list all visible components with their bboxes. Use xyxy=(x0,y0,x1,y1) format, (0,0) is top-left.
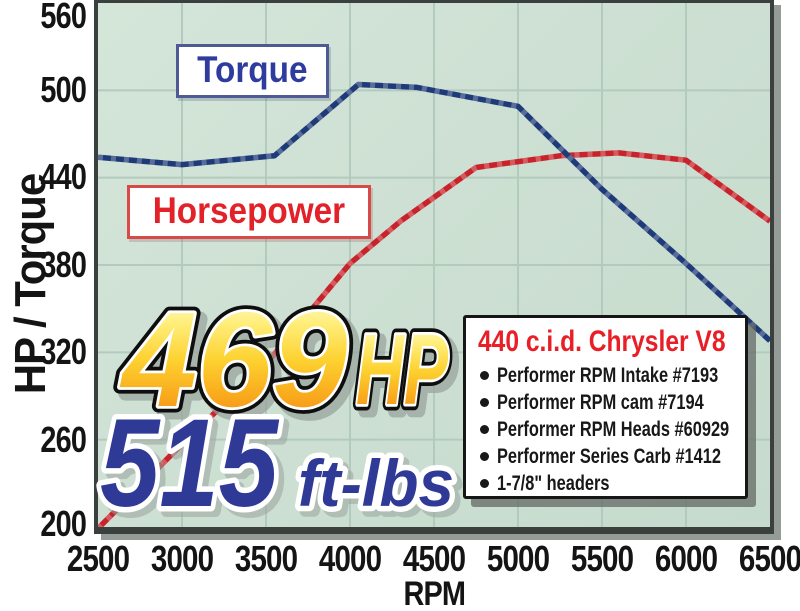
spec-item: 1-7/8" headers xyxy=(478,470,739,497)
tick-label: 440 xyxy=(40,156,86,197)
tick-label: 380 xyxy=(40,244,86,285)
tick-label: 260 xyxy=(40,419,86,460)
horsepower-curve xyxy=(98,150,770,527)
tick-label: 2500 xyxy=(66,538,130,579)
tick-label: 5000 xyxy=(486,538,550,579)
tick-label: 6500 xyxy=(738,538,800,579)
tick-label: 3000 xyxy=(150,538,214,579)
horsepower-series-label: Horsepower xyxy=(127,185,371,239)
engine-spec-list: Performer RPM Intake #7193 Performer RPM … xyxy=(478,362,739,497)
tick-label: 4500 xyxy=(402,538,466,579)
tick-label: 5500 xyxy=(570,538,634,579)
x-axis-title: RPM xyxy=(403,575,466,611)
tick-label: 560 xyxy=(40,0,86,36)
torque-curve-texture xyxy=(98,81,770,343)
tick-label: 320 xyxy=(40,331,86,372)
tick-label: 6000 xyxy=(654,538,718,579)
tick-label: 200 xyxy=(40,503,86,544)
engine-spec-box: 440 c.i.d. Chrysler V8 Performer RPM Int… xyxy=(463,315,748,499)
spec-item: Performer RPM Intake #7193 xyxy=(478,362,739,389)
tick-label: 4000 xyxy=(318,538,382,579)
spec-item: Performer RPM Heads #60929 xyxy=(478,416,739,443)
engine-spec-title: 440 c.i.d. Chrysler V8 xyxy=(478,325,726,358)
spec-item: Performer RPM cam #7194 xyxy=(478,389,739,416)
horsepower-curve-texture xyxy=(98,150,770,527)
spec-item: Performer Series Carb #1412 xyxy=(478,443,739,470)
tick-label: 500 xyxy=(40,69,86,110)
torque-series-label: Torque xyxy=(176,44,329,98)
torque-curve xyxy=(98,81,770,343)
tick-label: 3500 xyxy=(234,538,298,579)
